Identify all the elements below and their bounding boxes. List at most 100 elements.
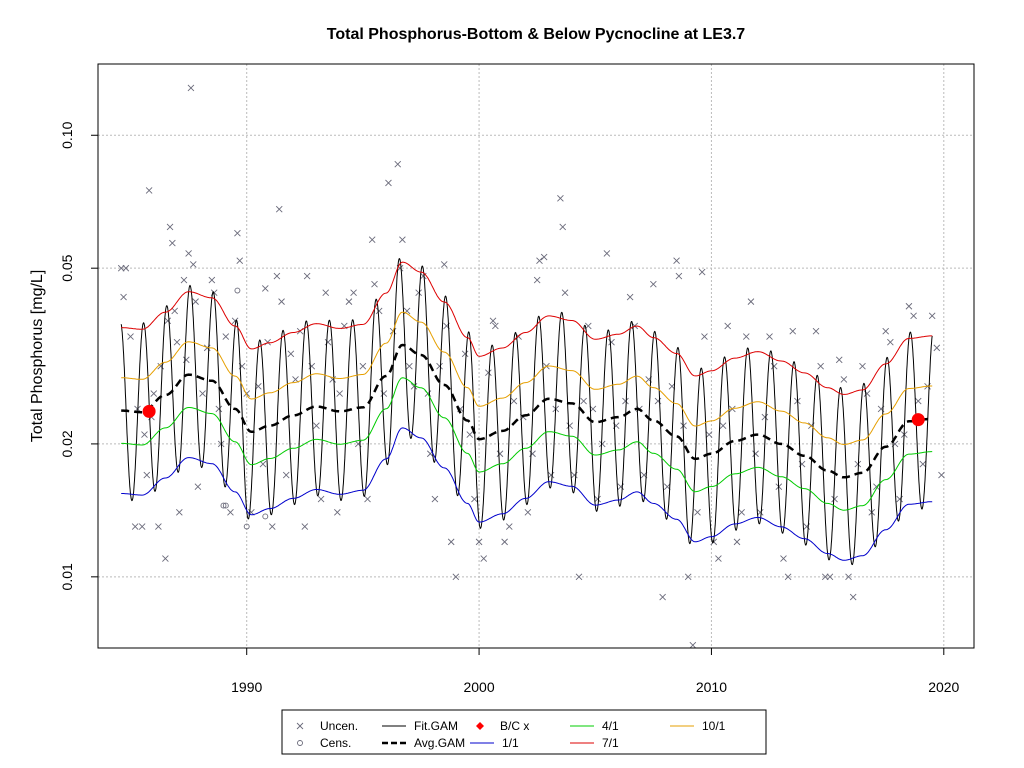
legend-label: Fit.GAM	[414, 719, 458, 733]
observation-uncensored	[547, 471, 555, 479]
observation-stroke	[155, 523, 162, 530]
observation-uncensored	[501, 538, 508, 546]
observation-stroke	[887, 338, 894, 346]
observation-uncensored	[415, 289, 422, 297]
observation-uncensored	[694, 508, 701, 516]
observation-uncensored	[431, 495, 439, 503]
legend-symbol-circle	[297, 740, 303, 746]
observation-stroke	[317, 495, 325, 503]
y-tick-label: 0.05	[59, 254, 75, 281]
legend-label: 7/1	[602, 736, 619, 750]
observation-uncensored	[359, 362, 367, 370]
observation-uncensored	[594, 495, 601, 503]
observation-uncensored	[173, 338, 181, 346]
observation-uncensored	[701, 333, 708, 340]
observation-stroke	[557, 194, 564, 202]
observation-stroke	[675, 272, 683, 280]
observation-uncensored	[598, 440, 606, 448]
observation-stroke	[826, 573, 834, 581]
observation-uncensored	[738, 508, 745, 516]
observation-stroke	[505, 523, 513, 530]
observation-uncensored	[278, 298, 285, 305]
observation-censored	[222, 502, 229, 509]
observation-uncensored	[603, 250, 611, 257]
observation-uncensored	[259, 460, 267, 468]
observation-uncensored	[659, 593, 666, 601]
observation-stroke	[650, 280, 657, 288]
observation-uncensored	[780, 555, 787, 562]
legend-item: 4/1	[570, 719, 619, 733]
observation-stroke	[659, 593, 666, 601]
axes: 1990 2000 2010 2020 0.01 0.02 0.05 0.10	[59, 121, 960, 695]
observation-uncensored	[324, 338, 332, 346]
observation-uncensored	[536, 257, 543, 264]
observation-censored	[220, 502, 227, 509]
observation-uncensored	[127, 333, 134, 340]
observation-uncensored	[368, 236, 376, 244]
observation-stroke	[415, 289, 422, 297]
observation-stroke	[359, 362, 367, 370]
observation-uncensored	[887, 338, 894, 346]
observation-stroke	[145, 187, 153, 194]
observation-uncensored	[471, 495, 478, 503]
observation-stroke	[447, 538, 455, 546]
observation-stroke	[724, 322, 732, 330]
observation-uncensored	[933, 344, 941, 352]
observation-stroke	[817, 362, 824, 370]
observation-stroke	[324, 338, 332, 346]
observation-stroke	[626, 293, 634, 301]
observation-stroke	[489, 317, 497, 325]
observation-stroke	[485, 369, 492, 376]
observation-stroke	[141, 431, 148, 438]
observation-uncensored	[566, 422, 574, 429]
series-4-1	[121, 377, 933, 511]
observation-uncensored	[533, 276, 541, 284]
legend-item: Cens.	[297, 736, 351, 750]
observation-uncensored	[480, 555, 488, 562]
observation-uncensored	[364, 495, 371, 503]
observation-uncensored	[436, 362, 443, 370]
observation-censored	[262, 513, 269, 520]
observation-uncensored	[505, 523, 513, 530]
observation-censored	[234, 287, 241, 294]
observation-stroke	[733, 538, 741, 546]
observation-stroke	[345, 298, 353, 305]
observation-uncensored	[559, 223, 567, 231]
observation-uncensored	[350, 289, 357, 297]
observation-uncensored	[575, 573, 583, 581]
observation-stroke	[845, 573, 852, 581]
observation-uncensored	[345, 298, 353, 305]
observation-uncensored	[452, 573, 460, 581]
observation-uncensored	[287, 350, 295, 358]
observation-uncensored	[303, 272, 311, 280]
legend-item: 7/1	[570, 736, 619, 750]
observation-uncensored	[192, 298, 199, 305]
observation-uncensored	[234, 229, 241, 237]
observation-stroke	[715, 555, 722, 562]
observation-uncensored	[496, 450, 504, 458]
observation-uncensored	[910, 312, 917, 320]
bc-point	[142, 404, 156, 418]
observation-stroke	[831, 495, 838, 503]
observation-uncensored	[561, 289, 569, 297]
observation-stroke	[910, 312, 917, 320]
legend-label: B/C x	[500, 719, 529, 733]
observation-stroke	[461, 350, 469, 358]
observation-uncensored	[938, 471, 945, 479]
observation-uncensored	[766, 333, 773, 340]
observation-uncensored	[485, 369, 492, 376]
legend-label: Cens.	[320, 736, 351, 750]
observation-uncensored	[580, 397, 587, 405]
observation-uncensored	[282, 471, 290, 479]
observation-uncensored	[138, 523, 146, 530]
series-fit-gam	[120, 258, 933, 566]
observation-uncensored	[928, 312, 936, 320]
observation-uncensored	[845, 573, 852, 581]
legend-item: 1/1	[470, 736, 519, 750]
observation-stroke	[919, 460, 927, 468]
observation-stroke	[162, 555, 169, 562]
observation-stroke	[364, 495, 371, 503]
observation-stroke	[166, 223, 174, 231]
observation-stroke	[189, 261, 197, 268]
